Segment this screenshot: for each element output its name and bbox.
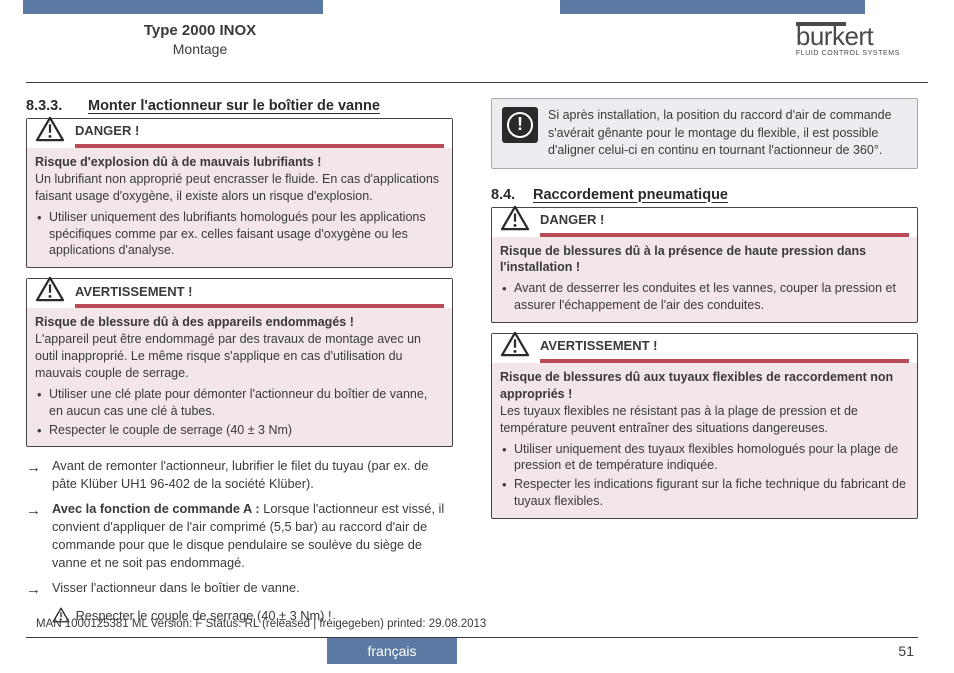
info-note-box: ! Si après installation, la position du … (491, 98, 918, 169)
warning-triangle-icon (35, 116, 65, 142)
top-tab-left (23, 0, 323, 14)
info-icon: ! (502, 107, 538, 143)
section-heading: 8.4. Raccordement pneumatique (491, 187, 918, 203)
brand-name: burkert (796, 24, 900, 49)
step-item: → Avant de remonter l'actionneur, lubrif… (26, 457, 453, 493)
warning-bullet: Respecter les indications figurant sur l… (500, 476, 909, 510)
warning-headline: Risque de blessure dû à des appareils en… (35, 314, 444, 331)
step-item: → Avec la fonction de commande A : Lorsq… (26, 500, 453, 572)
info-note-text: Si après installation, la position du ra… (548, 107, 907, 160)
warning-bullet: Utiliser une clé plate pour démonter l'a… (35, 386, 444, 420)
section-heading: 8.3.3. Monter l'actionneur sur le boîtie… (26, 98, 453, 114)
warning-body: L'appareil peut être endommagé par des t… (35, 331, 444, 382)
warning-bullet: Respecter le couple de serrage (40 ± 3 N… (35, 422, 444, 439)
doc-type: Type 2000 INOX (60, 22, 340, 39)
warning-triangle-icon (35, 276, 65, 302)
doc-section: Montage (60, 41, 340, 57)
danger-label: DANGER ! (540, 211, 909, 231)
language-tab: français (327, 638, 457, 664)
danger-headline: Risque de blessures dû à la présence de … (500, 243, 909, 277)
warning-box: AVERTISSEMENT ! Risque de blessure dû à … (26, 278, 453, 447)
step-item: → Visser l'actionneur dans le boîtier de… (26, 579, 453, 600)
danger-label: DANGER ! (75, 122, 444, 142)
step-list: → Avant de remonter l'actionneur, lubrif… (26, 457, 453, 624)
top-tab-right (560, 0, 865, 14)
left-column: 8.3.3. Monter l'actionneur sur le boîtie… (26, 98, 453, 632)
danger-headline: Risque d'explosion dû à de mauvais lubri… (35, 154, 444, 171)
page-number: 51 (898, 643, 914, 659)
warning-triangle-icon (500, 331, 530, 357)
warning-box: AVERTISSEMENT ! Risque de blessures dû a… (491, 333, 918, 519)
danger-body: Un lubrifiant non approprié peut encrass… (35, 171, 444, 205)
header-rule (26, 82, 928, 83)
danger-bullet: Utiliser uniquement des lubrifiants homo… (35, 209, 444, 260)
warning-label: AVERTISSEMENT ! (75, 283, 444, 303)
warning-label: AVERTISSEMENT ! (540, 337, 909, 357)
footer-meta: MAN 1000125381 ML Version: F Status: RL … (36, 618, 486, 630)
danger-bullet: Avant de desserrer les conduites et les … (500, 280, 909, 314)
warning-triangle-icon (500, 205, 530, 231)
warning-headline: Risque de blessures dû aux tuyaux flexib… (500, 369, 909, 403)
danger-box: DANGER ! Risque de blessures dû à la pré… (491, 207, 918, 324)
brand-logo: burkert FLUID CONTROL SYSTEMS (796, 24, 900, 57)
footer-rule (26, 637, 918, 638)
warning-body: Les tuyaux flexibles ne résistant pas à … (500, 403, 909, 437)
right-column: ! Si après installation, la position du … (491, 98, 918, 632)
warning-bullet: Utiliser uniquement des tuyaux flexibles… (500, 441, 909, 475)
danger-box: DANGER ! Risque d'explosion dû à de mauv… (26, 118, 453, 268)
